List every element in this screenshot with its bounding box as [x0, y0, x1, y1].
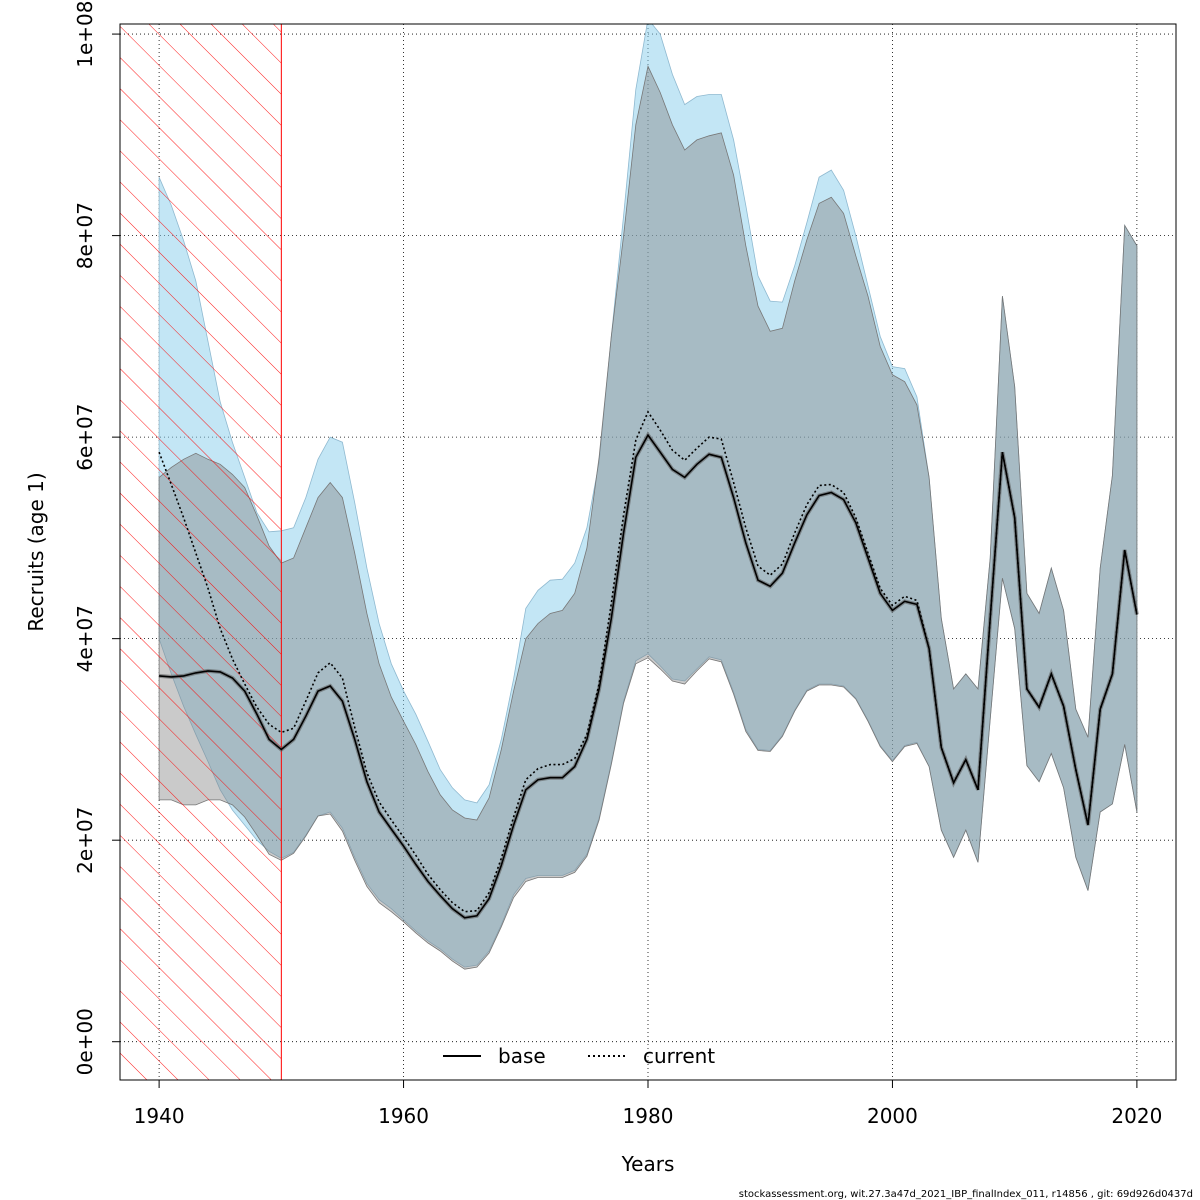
y-axis: 0e+00 2e+07 4e+07 6e+07 8e+07 1e+08 — [73, 0, 121, 1075]
current-line — [158, 410, 1138, 913]
y-tick-label: 2e+07 — [73, 807, 97, 874]
legend-base-label: base — [498, 1044, 546, 1068]
hatched-region-fill — [120, 24, 282, 1080]
legend-current-label: current — [643, 1044, 715, 1068]
legend: base current — [443, 1044, 715, 1068]
y-tick-label: 4e+07 — [73, 605, 97, 672]
footer-note: stockassessment.org, wit.27.3a47d_2021_I… — [739, 1189, 1193, 1200]
y-tick-label: 1e+08 — [73, 0, 97, 67]
confidence-bands — [158, 24, 1138, 970]
base-line — [159, 433, 1138, 919]
base-confidence-band — [158, 65, 1138, 970]
y-tick-label: 0e+00 — [73, 1008, 97, 1075]
y-tick-label: 6e+07 — [73, 403, 97, 470]
x-axis-title: Years — [621, 1152, 675, 1176]
hatched-region — [119, 23, 282, 1081]
y-axis-title: Recruits (age 1) — [24, 472, 48, 631]
x-tick-label: 1960 — [378, 1104, 429, 1128]
x-tick-label: 2020 — [1111, 1104, 1162, 1128]
series-lines — [158, 410, 1139, 920]
x-tick-label: 1980 — [623, 1104, 674, 1128]
x-tick-label: 1940 — [134, 1104, 185, 1128]
y-tick-label: 8e+07 — [73, 202, 97, 269]
x-tick-label: 2000 — [867, 1104, 918, 1128]
x-axis: 1940 1960 1980 2000 2020 — [134, 1079, 1162, 1128]
